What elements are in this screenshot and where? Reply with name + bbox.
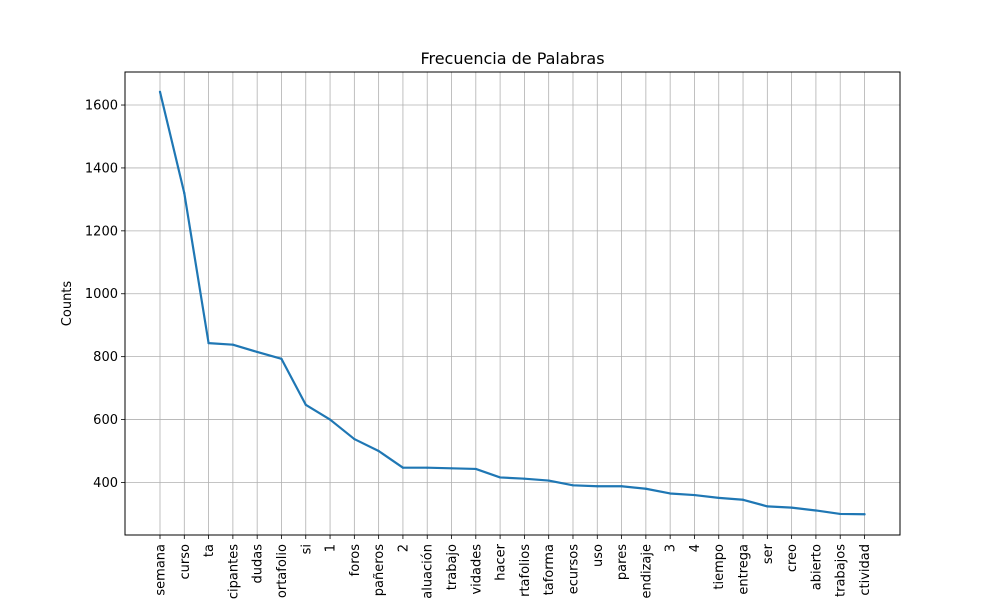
x-tick-label: trabajo [445, 544, 460, 590]
data-point [474, 467, 477, 471]
data-point [571, 484, 575, 487]
x-tick-label: icipantes [226, 544, 241, 600]
data-point [426, 466, 429, 469]
x-tick-label: rtafolios [518, 544, 533, 597]
x-tick-label: ser [761, 543, 776, 564]
x-tick-label: dudas [251, 544, 266, 584]
data-point [717, 496, 720, 499]
data-point [790, 506, 793, 509]
x-tick-label: taforma [542, 544, 557, 595]
x-tick-label: 1 [324, 544, 339, 552]
x-tick-label: trabajos [834, 544, 849, 597]
data-point [207, 342, 210, 345]
data-point [183, 191, 186, 195]
data-point [814, 509, 818, 512]
x-tick-label: foros [348, 544, 363, 577]
series-line [158, 90, 866, 516]
grid-lines [125, 72, 900, 535]
y-tick-label: 1000 [85, 287, 118, 302]
x-tick-label: ctividad [858, 544, 873, 596]
y-tick-label: 600 [93, 413, 118, 428]
y-tick-label: 800 [93, 350, 118, 365]
x-tick-label: entrega [737, 544, 752, 595]
plot-frame [124, 71, 901, 536]
series-layer [158, 90, 866, 516]
data-point [741, 498, 745, 501]
x-tick-label: creo [785, 544, 800, 572]
x-tick-label: curso [178, 544, 193, 580]
x-tick-label: hacer [494, 543, 509, 580]
data-point [766, 505, 769, 508]
x-tick-label: 4 [688, 544, 703, 552]
y-tick-label: 1200 [85, 224, 118, 239]
x-tick-label: vidades [469, 544, 484, 595]
data-point [620, 485, 623, 488]
data-point [523, 477, 526, 480]
x-tick-label: uso [591, 544, 606, 567]
data-point [231, 343, 234, 346]
chart-title: Frecuencia de Palabras [420, 49, 604, 68]
x-tick-label: ta [202, 544, 217, 557]
data-point [256, 350, 259, 354]
x-tick-label: tiempo [712, 544, 727, 590]
y-tick-label: 1400 [85, 161, 118, 176]
x-axis-ticks: semana curso ta icipantes dudas ortafolio si 1 f… [154, 535, 873, 600]
data-point [839, 512, 842, 516]
data-point [693, 493, 696, 497]
data-point [401, 466, 405, 469]
data-point [596, 485, 599, 488]
data-point [328, 418, 332, 421]
x-tick-label: abierto [809, 544, 824, 590]
x-tick-label: endizaje [639, 544, 654, 599]
data-point [450, 467, 453, 470]
data-point [644, 487, 647, 490]
data-point [158, 90, 162, 93]
x-tick-label: ortafolio [275, 544, 290, 598]
y-axis-label: Counts [60, 281, 75, 327]
y-axis-ticks: 400 600 800 1000 1200 1400 1600 [85, 99, 125, 491]
data-point [669, 492, 672, 495]
x-tick-label: pares [615, 544, 630, 580]
y-tick-label: 1600 [85, 99, 118, 114]
x-tick-label: semana [154, 544, 169, 596]
x-tick-label: 2 [396, 544, 411, 552]
data-point [280, 357, 283, 360]
x-tick-label: aluación [421, 544, 436, 599]
data-point [499, 476, 502, 479]
x-tick-label: 3 [664, 544, 679, 552]
data-point [377, 449, 380, 453]
data-point [353, 437, 356, 441]
data-point [863, 513, 866, 516]
y-tick-label: 400 [93, 476, 118, 491]
data-point [547, 479, 550, 482]
x-tick-label: pañeros [372, 544, 387, 596]
x-tick-label: si [299, 544, 314, 554]
x-tick-label: ecursos [566, 544, 581, 594]
data-point [304, 403, 307, 406]
